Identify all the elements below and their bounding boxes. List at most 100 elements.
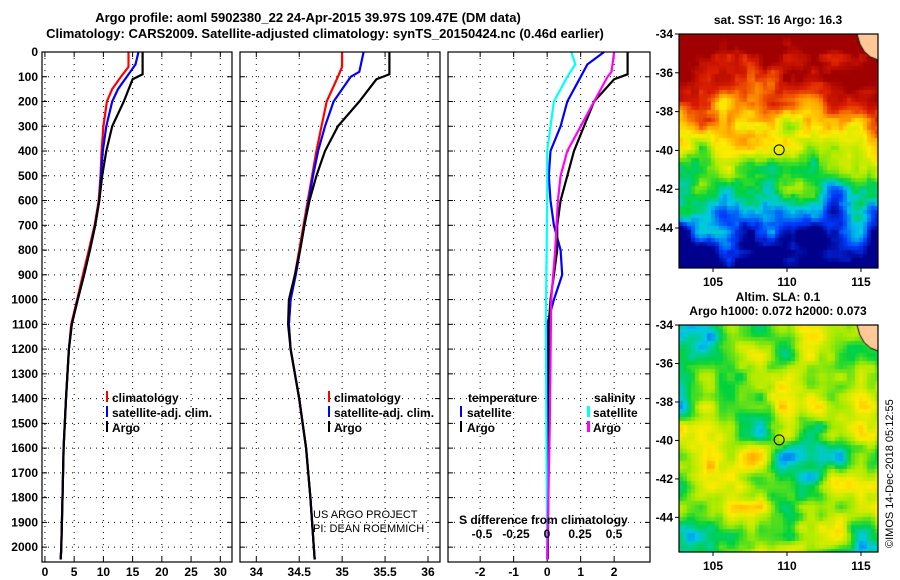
- legend-label: Argo: [112, 421, 140, 435]
- argo-float-marker: [773, 434, 785, 446]
- s-tick-label: 0: [544, 527, 551, 541]
- x-tick-label: 20: [155, 565, 169, 579]
- x-tick-label: 2: [611, 565, 618, 579]
- lat-tick-label: -34: [656, 27, 674, 41]
- imos-timestamp: ©IMOS 14-Dec-2018 05:12:55: [884, 399, 896, 548]
- lat-tick-label: -38: [656, 395, 674, 409]
- profile-line-climatology: [59, 52, 130, 560]
- x-tick-label: -2: [475, 565, 486, 579]
- lon-tick-label: 110: [777, 275, 797, 289]
- lat-tick-label: -40: [656, 433, 674, 447]
- profile-line-satellite-adj-clim-: [287, 51, 365, 560]
- sla-map-title: Altim. SLA: 0.1: [736, 290, 821, 304]
- profile-line-climatology: [287, 52, 344, 560]
- x-tick-label: 25: [184, 565, 198, 579]
- salinity-legend: climatology satellite-adj. clim. Argo US…: [313, 391, 434, 535]
- y-tick-label: 800: [18, 243, 38, 257]
- lon-tick-label: 115: [851, 275, 871, 289]
- lat-tick-label: -44: [656, 510, 674, 524]
- map-frame: [678, 324, 879, 553]
- lat-tick-label: -44: [656, 221, 674, 235]
- lon-tick-label: 105: [703, 275, 723, 289]
- y-tick-label: 0: [31, 45, 38, 59]
- legend-label: Argo: [334, 421, 362, 435]
- x-tick-label: 30: [214, 565, 228, 579]
- s-tick-label: 0.5: [606, 527, 623, 541]
- legend-swatch-argo: [106, 421, 108, 432]
- x-tick-label: -1: [508, 565, 519, 579]
- lat-tick-label: -36: [656, 356, 674, 370]
- lon-tick-label: 110: [777, 559, 797, 573]
- y-tick-label: 1000: [11, 293, 38, 307]
- x-tick-label: 1: [577, 565, 584, 579]
- y-tick-label: 1700: [11, 466, 38, 480]
- plot-frame: [239, 51, 441, 563]
- s-tick-label: 0.25: [568, 527, 592, 541]
- profile-line-satellite-adj-clim-: [59, 51, 140, 560]
- y-tick-label: 100: [18, 70, 38, 84]
- s-axis-label: S difference from climatology: [459, 513, 628, 527]
- legend-swatch-s-satellite: [587, 406, 590, 417]
- sla-map-frame: 105 110 115 -34 -36 -38 -40 -42 -44: [656, 318, 879, 573]
- title-line-2: Climatology: CARS2009. Satellite-adjuste…: [46, 26, 604, 41]
- legend-label: satellite: [593, 406, 638, 420]
- legend-label: satellite-adj. clim.: [334, 406, 434, 420]
- x-tick-label: 0: [42, 565, 49, 579]
- title-line-1: Argo profile: aoml 5902380_22 24-Apr-201…: [95, 10, 521, 25]
- y-tick-label: 900: [18, 268, 38, 282]
- plot-frame: [447, 51, 651, 563]
- profile-line-t-satellite: [546, 51, 605, 560]
- x-tick-label: 34.5: [288, 565, 312, 579]
- y-tick-label: 500: [18, 169, 38, 183]
- s-tick-label: -0.5: [472, 527, 493, 541]
- map-frame: [678, 33, 879, 269]
- lon-tick-label: 115: [851, 559, 871, 573]
- x-tick-label: 5: [71, 565, 78, 579]
- legend-swatch-t-satellite: [460, 406, 462, 417]
- legend-title-salinity: salinity: [594, 391, 636, 405]
- y-tick-label: 1500: [11, 416, 38, 430]
- y-tick-label: 1300: [11, 367, 38, 381]
- lat-tick-label: -42: [656, 182, 674, 196]
- difference-legend: temperature satellite Argo salinity sate…: [459, 391, 638, 527]
- x-tick-label: 10: [97, 565, 111, 579]
- sla-map-subtitle: Argo h1000: 0.072 h2000: 0.073: [689, 304, 867, 318]
- legend-swatch-s-argo: [587, 421, 590, 432]
- y-tick-label: 200: [18, 95, 38, 109]
- y-tick-label: 2000: [11, 540, 38, 554]
- sla-heatmap: [679, 325, 878, 552]
- profile-line-t-argo: [546, 52, 629, 560]
- x-tick-label: 15: [126, 565, 140, 579]
- pi-annotation: PI: DEAN ROEMMICH: [313, 523, 424, 535]
- y-tick-label: 1800: [11, 491, 38, 505]
- sst-heatmap: [679, 34, 878, 268]
- y-tick-label: 600: [18, 194, 38, 208]
- argo-float-marker: [773, 144, 785, 156]
- lat-tick-label: -40: [656, 143, 674, 157]
- y-tick-label: 1600: [11, 441, 38, 455]
- s-tick-label: -0.25: [502, 527, 530, 541]
- x-tick-label: 35: [335, 565, 349, 579]
- legend-label: Argo: [593, 421, 621, 435]
- y-tick-label: 1900: [11, 515, 38, 529]
- x-tick-label: 0: [544, 565, 551, 579]
- y-tick-label: 1400: [11, 392, 38, 406]
- difference-panel: -2-1012T difference from climatology-0.5…: [447, 51, 651, 579]
- legend-label: Argo: [467, 421, 495, 435]
- lat-tick-label: -38: [656, 105, 674, 119]
- legend-swatch-satellite: [328, 406, 330, 417]
- y-tick-label: 1100: [12, 317, 38, 331]
- project-annotation: US ARGO PROJECT: [313, 509, 418, 521]
- profile-line-s-argo: [546, 51, 616, 560]
- legend-swatch-climatology: [106, 391, 108, 402]
- x-tick-label: 35.5: [373, 565, 397, 579]
- legend-swatch-t-argo: [460, 421, 462, 432]
- x-tick-label: 36: [421, 565, 435, 579]
- lat-tick-label: -36: [656, 66, 674, 80]
- sst-map-title: sat. SST: 16 Argo: 16.3: [714, 13, 843, 27]
- legend-label: climatology: [334, 391, 401, 405]
- x-tick-label: 34: [250, 565, 264, 579]
- plot-frame: [41, 51, 233, 563]
